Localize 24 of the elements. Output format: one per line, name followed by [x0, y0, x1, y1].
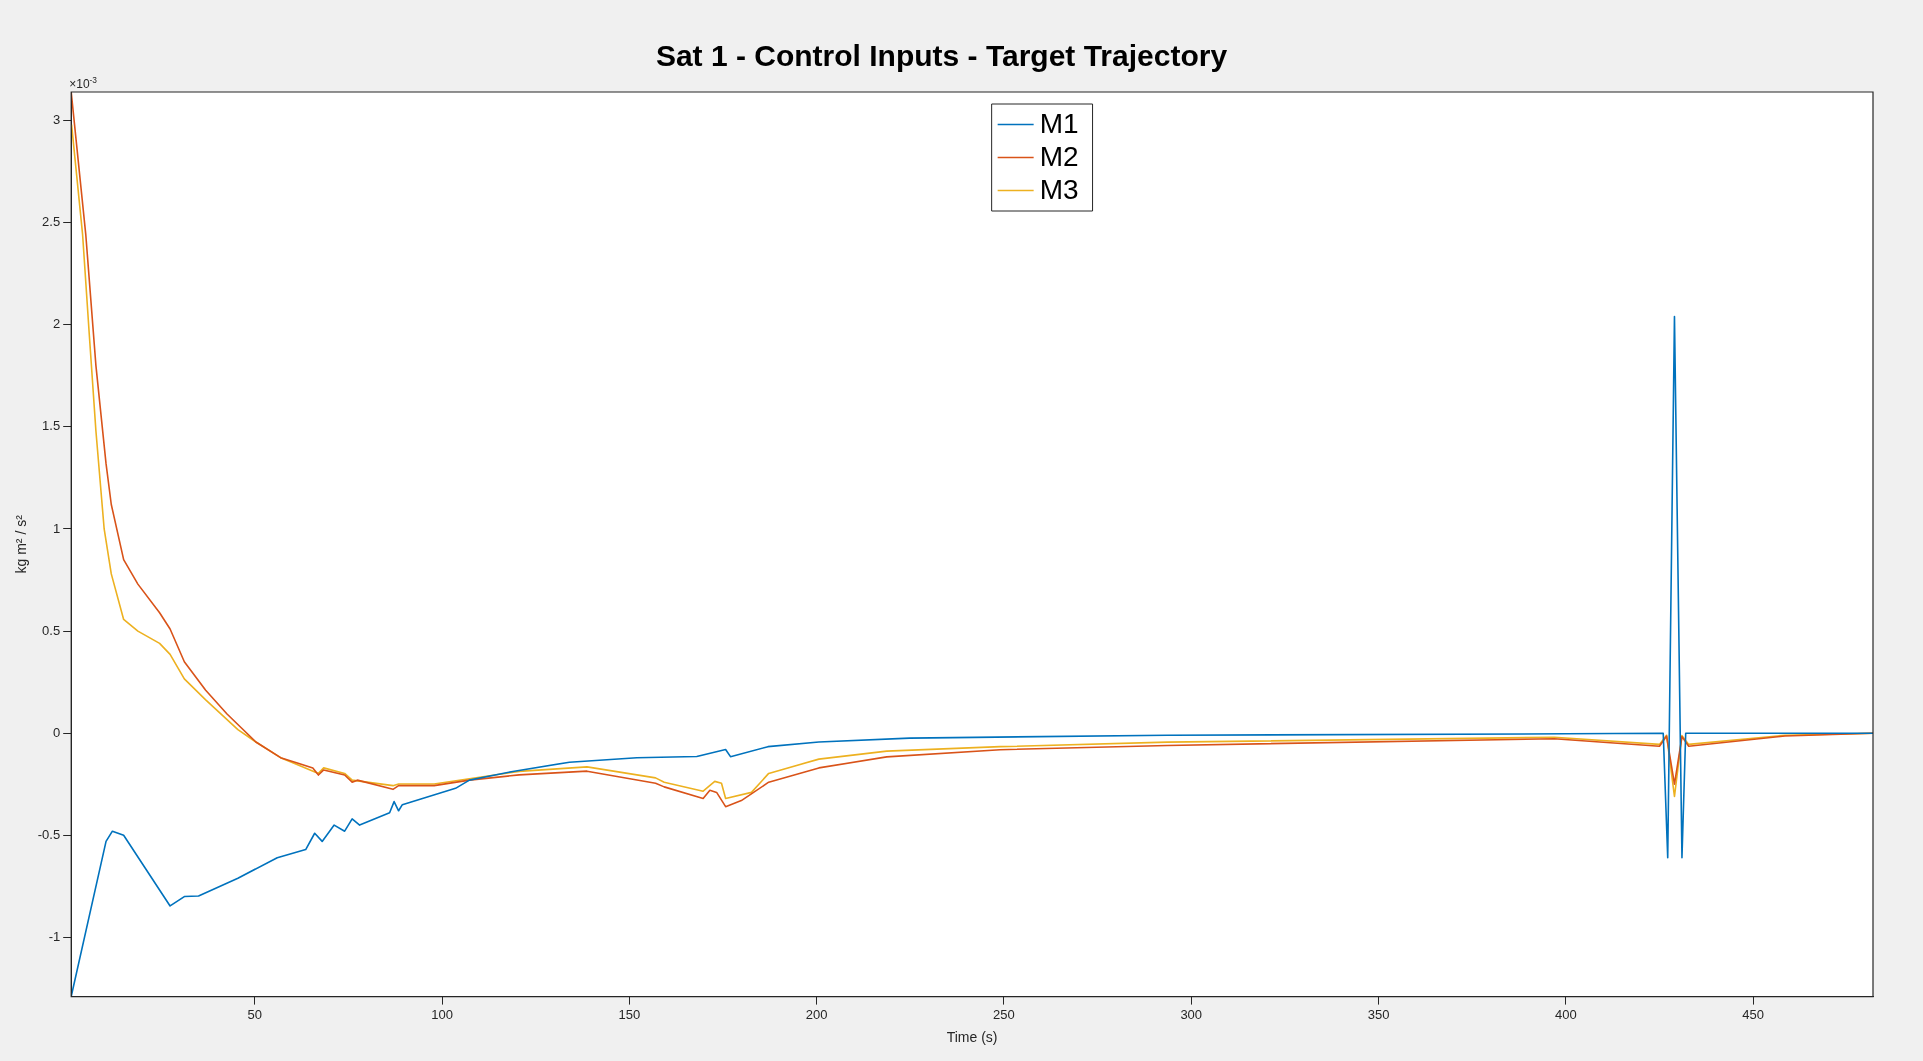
y-tick-label: 1 [52, 520, 61, 536]
x-tick-label: 100 [431, 1006, 453, 1022]
x-tick-label: 50 [247, 1006, 262, 1022]
y-tick-label: 0.5 [42, 622, 61, 638]
y-tick-label: -0.5 [37, 826, 61, 842]
x-tick-label: 400 [1554, 1006, 1577, 1022]
x-tick-label: 450 [1742, 1006, 1764, 1022]
chart-title: Sat 1 - Control Inputs - Target Trajectory [655, 39, 1228, 73]
legend-label: M3 [1039, 174, 1079, 206]
y-tick-label: 3 [52, 112, 61, 128]
y-tick-label: -1 [48, 928, 61, 944]
legend-label: M1 [1039, 108, 1079, 140]
y-tick-label: 1.5 [42, 418, 61, 434]
x-tick-label: 150 [618, 1006, 641, 1022]
legend-label: M2 [1039, 141, 1079, 173]
x-tick-label: 300 [1180, 1006, 1203, 1022]
y-axis-title: kg m² / s² [13, 514, 30, 574]
y-tick-label: 2.5 [42, 214, 61, 230]
y-tick-label: 2 [52, 316, 61, 332]
x-axis-title: Time (s) [946, 1029, 998, 1046]
x-tick-label: 350 [1367, 1006, 1390, 1022]
x-tick-label: 200 [805, 1006, 828, 1022]
y-tick-label: 0 [52, 724, 61, 740]
x-tick-label: 250 [993, 1006, 1015, 1022]
